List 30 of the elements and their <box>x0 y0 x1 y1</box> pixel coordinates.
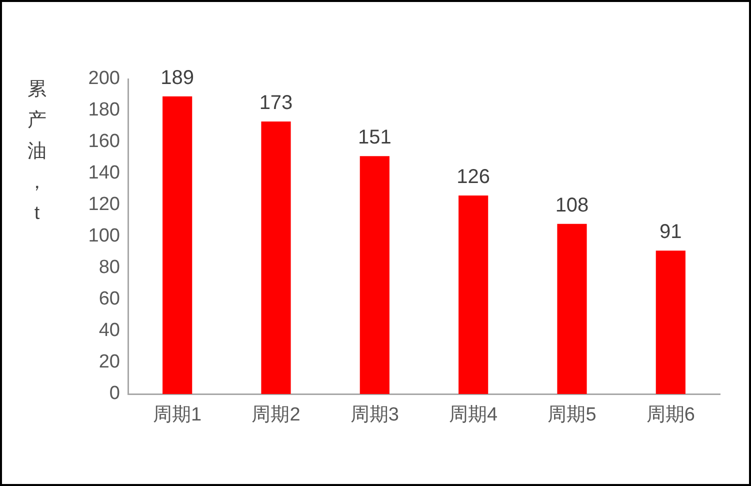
data-label: 126 <box>456 166 490 188</box>
bar <box>458 196 488 394</box>
y-tick-label: 140 <box>88 162 120 184</box>
y-tick-label: 120 <box>88 194 120 216</box>
y-tick-label: 40 <box>98 320 120 342</box>
y-tick-label: 60 <box>98 288 120 310</box>
x-tick-label: 周期6 <box>646 404 695 426</box>
x-tick-label: 周期4 <box>449 404 498 426</box>
y-tick-label: 80 <box>98 257 120 278</box>
bar <box>557 224 587 394</box>
y-tick-label: 20 <box>98 352 120 373</box>
bar <box>656 250 686 394</box>
bar <box>162 96 192 394</box>
data-label: 151 <box>358 126 392 149</box>
bar <box>261 122 291 394</box>
y-tick-label: 180 <box>88 100 120 121</box>
x-tick-label: 周期3 <box>350 404 399 426</box>
x-tick-label: 周期5 <box>548 404 596 426</box>
y-axis-title: 累产油，t <box>26 78 48 226</box>
data-label: 173 <box>259 92 293 114</box>
x-tick-label: 周期1 <box>153 404 202 426</box>
y-tick-label: 160 <box>88 131 120 152</box>
y-tick-label: 100 <box>88 226 120 247</box>
data-label: 108 <box>555 194 589 216</box>
y-tick-label: 200 <box>88 68 120 90</box>
bar <box>360 156 390 394</box>
x-tick-label: 周期2 <box>252 404 300 426</box>
data-label: 189 <box>160 66 194 89</box>
data-label: 91 <box>660 221 682 244</box>
y-tick-label: 0 <box>109 383 120 404</box>
